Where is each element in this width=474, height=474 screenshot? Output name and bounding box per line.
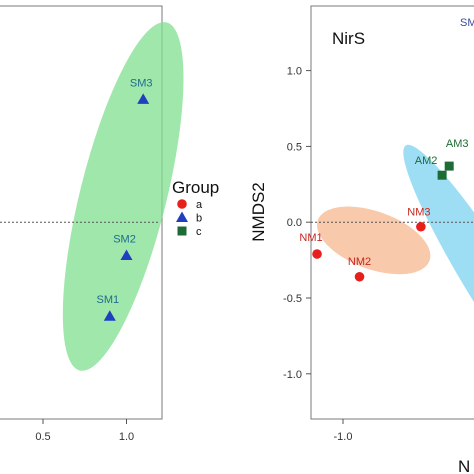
panel-right: 1.0 0.5 0.0 -0.5 -1.0 -1.0 NM1 NM2 NM3 AM2 AM3 N…: [249, 5, 474, 474]
y-tick-label: 1.0: [287, 66, 302, 78]
point-sm1: [103, 310, 116, 321]
point-label-sm2: SM2: [113, 234, 136, 246]
point-sm2: [120, 249, 133, 261]
x-tick-label: -1.0: [334, 431, 353, 443]
point-label-am2: AM2: [415, 155, 438, 167]
panel-right-y-axis-label: NMDS2: [249, 182, 268, 242]
point-am3: [444, 161, 454, 171]
point-label-nm3: NM3: [407, 207, 430, 219]
panel-right-title: NirS: [332, 29, 365, 48]
panel-right-corner-label: SM: [460, 17, 474, 29]
y-tick-label: -1.0: [283, 369, 302, 381]
y-tick-label: 0.5: [287, 141, 302, 153]
point-label-nm2: NM2: [348, 256, 371, 268]
panel-left: 0.5 1.0 SM3 SM2 SM1: [0, 5, 184, 443]
x-tick-label: 0.5: [35, 431, 50, 443]
point-sm3: [137, 93, 150, 104]
point-nm1: [312, 249, 322, 259]
point-label-sm1: SM1: [96, 294, 119, 306]
ellipse-group-b: [62, 22, 184, 371]
panel-left-ellipses: [62, 22, 184, 371]
point-label-nm1: NM1: [299, 232, 322, 244]
y-tick-label: 0.0: [287, 217, 302, 229]
panel-right-x-ticks: -1.0: [334, 419, 353, 443]
point-label-sm3: SM3: [130, 77, 153, 89]
x-tick-label: 1.0: [119, 431, 134, 443]
y-tick-label: -0.5: [283, 293, 302, 305]
point-am2: [437, 170, 447, 180]
legend-marker-a: [177, 199, 187, 209]
legend-title: Group: [172, 178, 219, 197]
panel-left-points: SM3 SM2 SM1: [96, 77, 153, 321]
panel-left-x-ticks: 0.5 1.0: [35, 419, 134, 443]
panel-right-points: NM1 NM2 NM3 AM2 AM3: [299, 138, 469, 282]
legend-marker-c: [177, 226, 187, 236]
legend-label-b: b: [196, 213, 202, 225]
legend-items: abc: [176, 199, 203, 238]
ellipse-group-b: [403, 144, 474, 437]
legend: Group abc: [172, 178, 219, 238]
legend-label-a: a: [196, 199, 203, 211]
legend-marker-b: [176, 211, 188, 222]
panel-right-y-ticks: 1.0 0.5 0.0 -0.5 -1.0: [283, 66, 311, 381]
point-label-am3: AM3: [446, 138, 469, 150]
point-nm2: [354, 271, 365, 282]
point-nm3: [416, 221, 426, 232]
ellipse-group-a: [316, 206, 431, 275]
panel-right-ellipses: [316, 144, 474, 437]
legend-label-c: c: [196, 226, 202, 238]
panel-right-x-axis-label: N: [458, 457, 470, 474]
panel-right-frame: [310, 5, 474, 420]
